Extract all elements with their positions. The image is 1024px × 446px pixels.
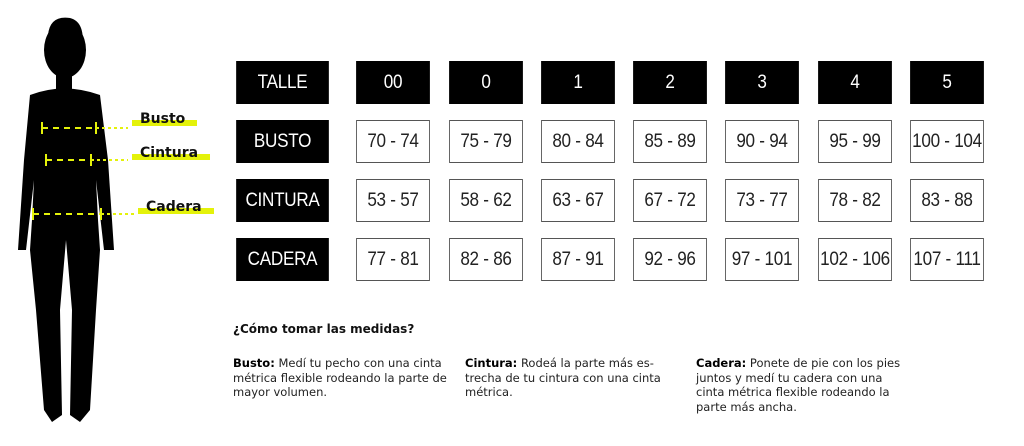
table-cell: 77 - 81	[356, 238, 430, 281]
table-cell: 83 - 88	[910, 179, 984, 222]
table-cell: 78 - 82	[818, 179, 892, 222]
table-cell: 85 - 89	[633, 120, 707, 163]
size-header: 00	[356, 61, 430, 104]
instruction-cintura: Cintura: Rodeá la parte más es-trecha de…	[465, 356, 661, 399]
table-cell: 63 - 67	[541, 179, 615, 222]
row-label: CADERA	[236, 238, 329, 281]
woman-silhouette-illustration	[18, 17, 134, 422]
instructions-title: ¿Cómo tomar las medidas?	[233, 322, 415, 336]
table-cell: 67 - 72	[633, 179, 707, 222]
instruction-busto: Busto: Medí tu pecho con una cinta métri…	[233, 356, 447, 399]
size-header: 2	[633, 61, 707, 104]
table-cell: 90 - 94	[725, 120, 799, 163]
table-cell: 102 - 106	[818, 238, 892, 281]
header-talle: TALLE	[236, 61, 329, 104]
table-cell: 58 - 62	[449, 179, 523, 222]
size-header: 4	[818, 61, 892, 104]
table-cell: 107 - 111	[910, 238, 984, 281]
size-header: 5	[910, 61, 984, 104]
table-cell: 75 - 79	[449, 120, 523, 163]
table-cell: 73 - 77	[725, 179, 799, 222]
size-header: 0	[449, 61, 523, 104]
label-cadera: Cadera	[138, 199, 214, 215]
size-header: 3	[725, 61, 799, 104]
table-cell: 82 - 86	[449, 238, 523, 281]
table-cell: 92 - 96	[633, 238, 707, 281]
label-busto: Busto	[132, 111, 198, 127]
table-cell: 87 - 91	[541, 238, 615, 281]
table-cell: 100 - 104	[910, 120, 984, 163]
size-header: 1	[541, 61, 615, 104]
table-cell: 70 - 74	[356, 120, 430, 163]
label-cintura: Cintura	[132, 145, 211, 161]
row-label: BUSTO	[236, 120, 329, 163]
table-cell: 53 - 57	[356, 179, 430, 222]
row-label: CINTURA	[236, 179, 329, 222]
table-cell: 80 - 84	[541, 120, 615, 163]
table-cell: 97 - 101	[725, 238, 799, 281]
instruction-cadera: Cadera: Ponete de pie con los pies junto…	[696, 356, 901, 414]
table-cell: 95 - 99	[818, 120, 892, 163]
